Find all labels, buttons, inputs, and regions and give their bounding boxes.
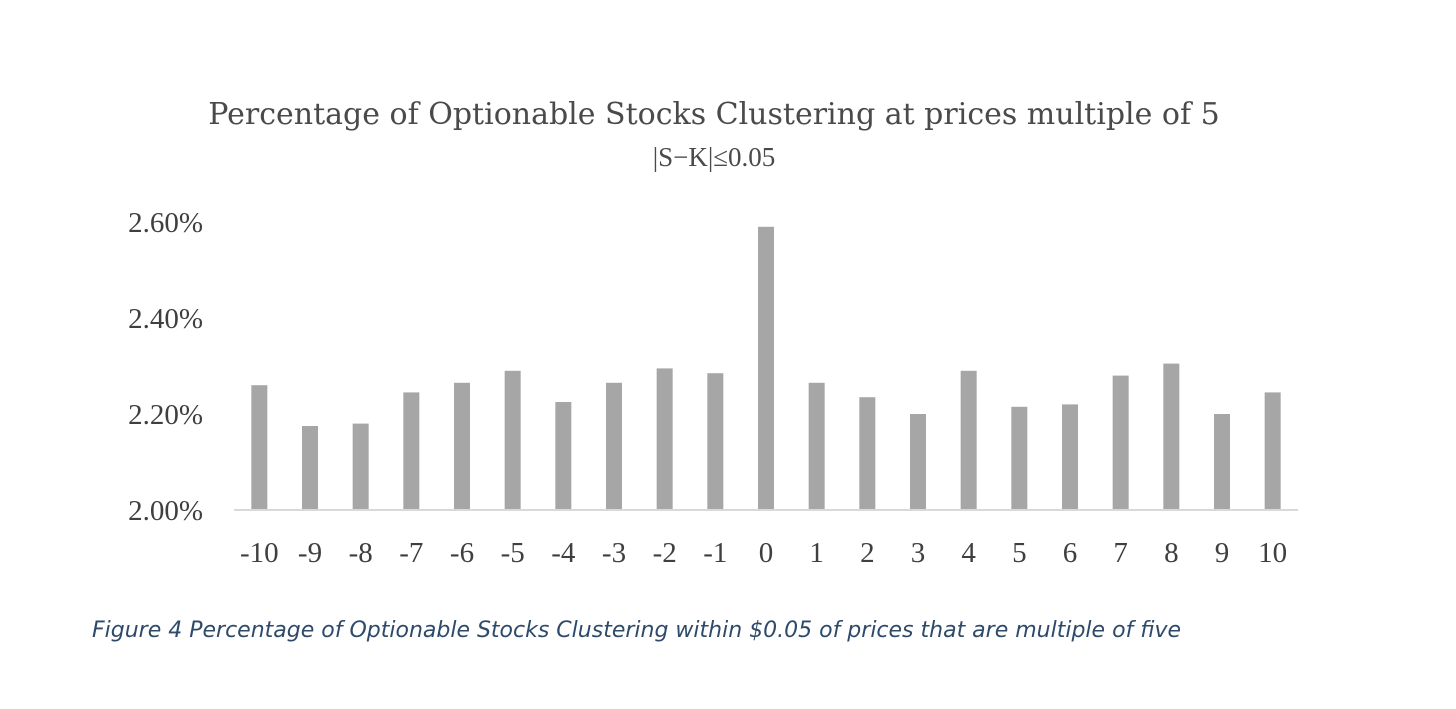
y-tick-label: 2.00% <box>128 495 203 527</box>
x-tick-label: -10 <box>240 537 279 569</box>
x-tick-label: -6 <box>450 537 474 569</box>
figure-caption: Figure 4 Percentage of Optionable Stocks… <box>92 618 1182 643</box>
y-tick-label: 2.40% <box>128 303 203 335</box>
x-tick-label: -1 <box>703 537 727 569</box>
bar--10 <box>251 385 268 510</box>
bar--1 <box>707 373 724 510</box>
x-tick-label: -8 <box>349 537 373 569</box>
bar--4 <box>555 402 572 510</box>
bar-3 <box>910 414 926 510</box>
bar--2 <box>656 368 673 510</box>
x-tick-label: -7 <box>399 537 423 569</box>
x-axis-ticks: -10 -9 -8 -7 -6 -5 -4 -3 -2 -1 0 1 2 3 4 5 6 7 8 9 10 <box>240 537 1287 569</box>
x-tick-label: 10 <box>1258 537 1287 569</box>
x-tick-label: 2 <box>860 537 875 569</box>
x-tick-label: 9 <box>1215 537 1230 569</box>
bar-4 <box>960 370 977 510</box>
bar-7 <box>1112 375 1129 510</box>
bar--8 <box>352 423 369 510</box>
x-tick-label: 5 <box>1012 537 1027 569</box>
bars-group <box>251 226 1281 511</box>
bar--7 <box>403 392 420 510</box>
x-tick-label: -2 <box>653 537 677 569</box>
bar--5 <box>504 370 521 510</box>
x-tick-label: 4 <box>961 537 976 569</box>
bar-2 <box>859 397 876 510</box>
bar-8 <box>1163 363 1180 510</box>
x-tick-label: 7 <box>1113 537 1128 569</box>
y-axis-ticks: 2.00% 2.20% 2.40% 2.60% <box>128 207 203 527</box>
bar-0 <box>758 226 774 511</box>
x-tick-label: 8 <box>1164 537 1179 569</box>
chart-subtitle: |S−K|≤0.05 <box>653 142 776 172</box>
x-tick-label: -5 <box>501 537 525 569</box>
y-tick-label: 2.20% <box>128 399 203 431</box>
x-tick-label: -9 <box>298 537 322 569</box>
x-tick-label: -4 <box>551 537 576 569</box>
bar--9 <box>302 426 318 510</box>
bar-6 <box>1062 404 1078 510</box>
x-tick-label: 3 <box>911 537 926 569</box>
bar-9 <box>1214 414 1230 510</box>
bar-10 <box>1264 392 1281 510</box>
chart-title: Percentage of Optionable Stocks Clusteri… <box>208 97 1219 132</box>
y-tick-label: 2.60% <box>128 207 203 239</box>
bar-5 <box>1011 406 1028 510</box>
x-tick-label: -3 <box>602 537 626 569</box>
x-tick-label: 1 <box>809 537 824 569</box>
bar-1 <box>808 382 825 510</box>
x-tick-label: 0 <box>759 537 774 569</box>
bar--3 <box>606 382 622 510</box>
bar--6 <box>454 382 470 510</box>
x-tick-label: 6 <box>1063 537 1078 569</box>
